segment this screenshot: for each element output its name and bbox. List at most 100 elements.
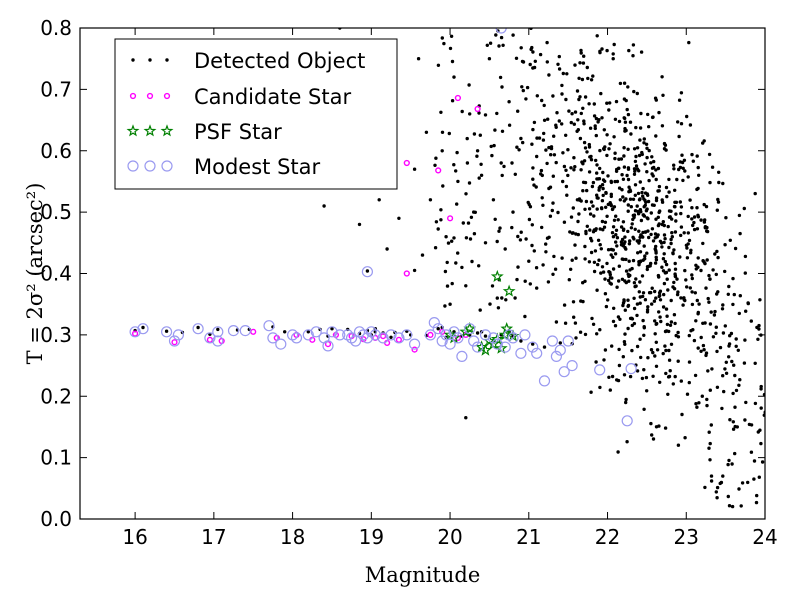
detected-object-point xyxy=(441,184,445,188)
detected-object-point xyxy=(706,369,710,373)
modest-star-point xyxy=(546,335,559,347)
detected-object-point xyxy=(612,135,616,139)
detected-object-point xyxy=(622,340,627,344)
modest-star-point xyxy=(436,335,448,347)
detected-object-point xyxy=(609,282,613,286)
detected-object-point xyxy=(664,371,668,376)
modest-star-point xyxy=(385,329,397,341)
detected-object-point xyxy=(642,333,646,337)
detected-object-point xyxy=(516,234,520,239)
detected-object-point xyxy=(686,175,690,179)
detected-object-point xyxy=(755,325,759,330)
detected-object-point xyxy=(643,203,647,207)
detected-object-point xyxy=(631,197,636,201)
detected-object-point xyxy=(622,97,627,101)
detected-object-point xyxy=(580,160,584,164)
detected-object-point xyxy=(617,363,622,368)
detected-object-point xyxy=(593,126,597,131)
detected-object-point xyxy=(647,178,651,183)
detected-object-point xyxy=(615,179,620,184)
detected-object-point xyxy=(649,421,653,426)
detected-object-point xyxy=(653,232,658,236)
detected-object-point xyxy=(634,154,638,159)
detected-object-point xyxy=(606,174,610,178)
detected-object-point xyxy=(744,309,748,313)
detected-object-point xyxy=(483,241,488,245)
detected-object-point xyxy=(470,259,474,264)
detected-object-point xyxy=(519,136,523,141)
detected-object-point xyxy=(646,199,651,204)
detected-object-point xyxy=(623,308,627,312)
detected-object-point xyxy=(691,159,695,163)
detected-object-point xyxy=(714,331,718,335)
detected-object-point xyxy=(567,109,571,113)
detected-object-point xyxy=(653,332,657,336)
detected-object-point xyxy=(612,218,617,222)
detected-object-point xyxy=(587,170,592,174)
detected-object-point xyxy=(636,191,641,196)
detected-object-point xyxy=(585,224,589,228)
detected-object-point xyxy=(753,191,757,196)
detected-object-point xyxy=(589,250,594,255)
detected-object-point xyxy=(638,280,642,284)
detected-object-point xyxy=(632,296,636,300)
detected-object-point xyxy=(612,42,616,47)
detected-object-point xyxy=(667,348,671,353)
detected-object-point xyxy=(696,213,700,217)
detected-object-point xyxy=(517,148,521,152)
detected-object-point xyxy=(623,342,627,346)
detected-object-point xyxy=(616,450,620,454)
detected-object-point xyxy=(465,161,470,165)
detected-object-point xyxy=(503,247,507,251)
detected-object-point xyxy=(560,122,564,126)
detected-object-point xyxy=(585,188,589,193)
detected-object-point xyxy=(599,91,603,96)
detected-object-point xyxy=(531,342,535,346)
detected-object-point xyxy=(654,296,658,300)
detected-object-point xyxy=(654,198,659,203)
detected-object-point xyxy=(365,269,370,273)
detected-object-point xyxy=(478,133,482,137)
detected-object-point xyxy=(618,81,623,86)
detected-object-point xyxy=(605,261,609,266)
detected-object-point xyxy=(667,329,671,334)
detected-object-point xyxy=(524,237,528,241)
detected-object-point xyxy=(545,60,549,64)
detected-object-point xyxy=(444,235,448,239)
detected-object-point xyxy=(744,400,748,405)
detected-object-point xyxy=(644,375,649,380)
detected-object-point xyxy=(661,220,665,224)
detected-object-point xyxy=(668,369,672,373)
detected-object-point xyxy=(475,331,480,335)
detected-object-point xyxy=(760,460,765,464)
detected-object-point xyxy=(603,220,608,224)
detected-object-point xyxy=(620,173,624,177)
detected-object-point xyxy=(636,251,640,255)
detected-object-point xyxy=(581,61,586,65)
detected-object-point xyxy=(627,279,631,283)
detected-object-point xyxy=(743,271,747,275)
detected-object-point xyxy=(616,218,620,222)
detected-object-point xyxy=(531,177,535,181)
detected-object-point xyxy=(531,50,535,54)
modest-star-point xyxy=(275,338,287,350)
detected-object-point xyxy=(608,142,612,146)
detected-object-point xyxy=(630,222,634,226)
detected-object-point xyxy=(690,302,695,307)
detected-object-point xyxy=(613,151,617,155)
detected-object-point xyxy=(695,227,700,231)
detected-object-point xyxy=(455,150,459,155)
detected-object-point xyxy=(667,177,671,182)
detected-object-point xyxy=(283,330,287,334)
modest-star-point xyxy=(227,325,240,337)
detected-object-point xyxy=(665,322,670,327)
detected-object-point xyxy=(635,146,640,150)
detected-object-point xyxy=(617,166,621,170)
detected-object-point xyxy=(705,229,710,234)
detected-object-point xyxy=(449,34,454,38)
detected-object-point xyxy=(469,215,474,219)
modest-star-point xyxy=(519,329,531,341)
detected-object-point xyxy=(656,223,661,228)
y-tick-label: 0.6 xyxy=(40,139,72,163)
detected-object-point xyxy=(678,160,682,164)
